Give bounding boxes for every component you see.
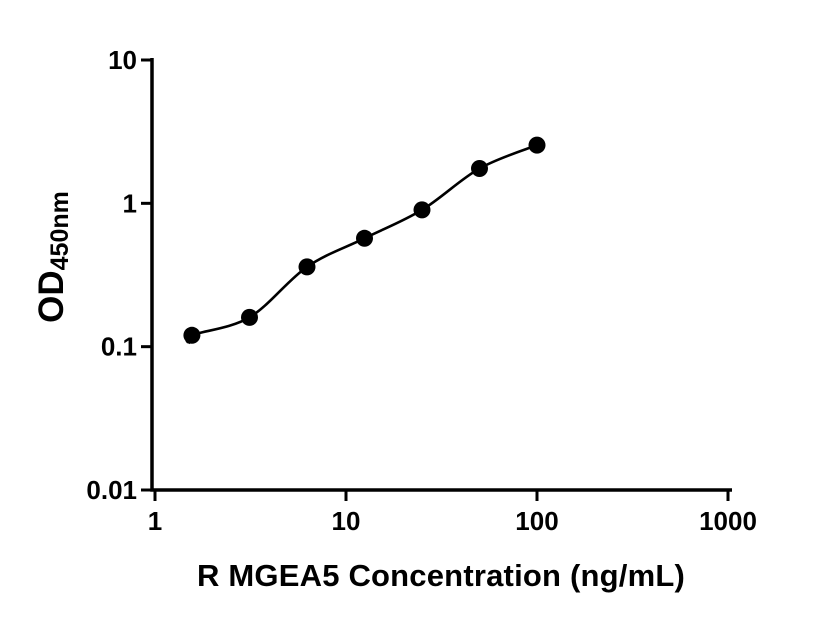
data-point-marker	[241, 308, 258, 326]
y-tick-label: 10	[108, 45, 137, 75]
data-point-marker	[413, 201, 431, 219]
data-point-marker	[298, 258, 316, 276]
axis-spines	[150, 58, 732, 492]
x-tick-label: 1000	[699, 506, 757, 536]
data-point-marker	[356, 229, 373, 247]
y-axis-title-subscript: 450nm	[46, 191, 74, 271]
y-tick-label: 1	[123, 188, 137, 218]
y-axis-title: OD450nm	[32, 191, 74, 323]
x-tick-label: 10	[332, 506, 361, 536]
x-tick-label: 100	[515, 506, 558, 536]
data-point-marker	[528, 136, 546, 154]
x-axis-title: R MGEA5 Concentration (ng/mL)	[196, 558, 686, 593]
y-tick-label: 0.01	[86, 475, 137, 505]
y-axis-title-main: OD	[32, 270, 71, 323]
data-point-marker	[183, 326, 201, 344]
x-tick-label: 1	[148, 506, 162, 536]
y-tick-label: 0.1	[101, 332, 137, 362]
data-point-marker	[471, 160, 488, 177]
